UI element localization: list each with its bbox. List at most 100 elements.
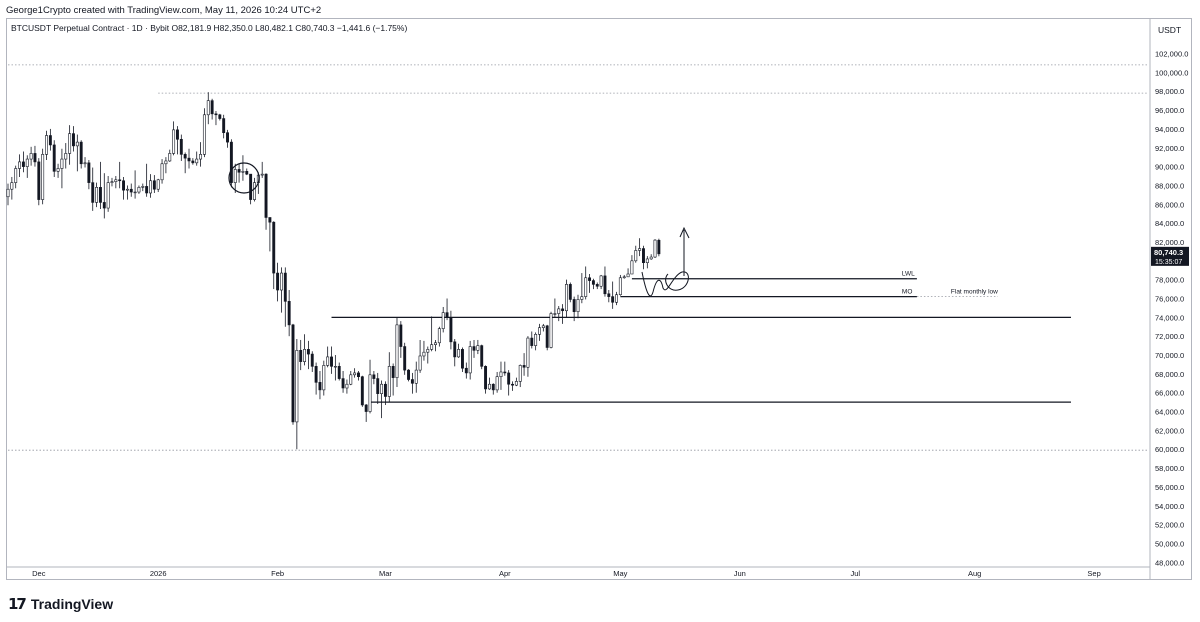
price-tick-label: 100,000.0 (1155, 68, 1188, 77)
candle-up (333, 366, 337, 368)
price-tick-label: 90,000.0 (1155, 163, 1184, 172)
candle-down (272, 221, 276, 274)
candle-down (376, 378, 380, 394)
candle-down (357, 372, 360, 377)
candle-up (110, 181, 114, 183)
candle-up (68, 133, 72, 154)
candle-down (310, 353, 314, 367)
candle-up (414, 369, 418, 384)
candle-up (538, 327, 541, 335)
candle-down (283, 272, 287, 302)
candle-down (572, 299, 576, 312)
candle-down (129, 188, 133, 193)
price-tick-label: 102,000.0 (1155, 50, 1188, 59)
hand-drawings (228, 162, 690, 297)
candle-up (599, 275, 603, 287)
candle-up (10, 182, 14, 190)
candle-up (368, 374, 372, 412)
candle-down (91, 182, 95, 203)
candle-down (210, 100, 214, 115)
candle-up (353, 372, 357, 376)
price-tick-label: 54,000.0 (1155, 502, 1184, 511)
time-tick-label: Jun (734, 569, 746, 578)
price-tick-label: 58,000.0 (1155, 464, 1184, 473)
candle-down (503, 371, 507, 374)
candle-up (114, 179, 118, 182)
candle-up (630, 260, 634, 275)
candle-down (480, 345, 484, 367)
candle-down (37, 161, 41, 200)
candle-up (634, 250, 638, 262)
price-tick-label: 62,000.0 (1155, 426, 1184, 435)
candle-down (642, 248, 645, 263)
candle-down (218, 114, 222, 119)
candle-up (434, 342, 437, 345)
candle-down (372, 374, 376, 379)
time-axis: Dec 2026 Feb Mar Apr May Jun Jul Aug Sep (6, 566, 1150, 578)
candle-up (149, 180, 152, 194)
price-tick-label: 66,000.0 (1155, 389, 1184, 398)
candle-up (326, 356, 330, 366)
candle-up (141, 186, 145, 188)
candle-down (152, 180, 156, 190)
candle-up (260, 173, 264, 176)
candle-up (233, 169, 237, 183)
candle-down (291, 324, 295, 423)
time-tick-label: Mar (379, 569, 392, 578)
level-label: MO (902, 289, 912, 296)
candle-up (418, 355, 422, 371)
candle-down (187, 157, 191, 162)
candle-down (545, 325, 549, 348)
candle-up (206, 100, 210, 116)
candle-up (426, 349, 430, 353)
time-tick-label: Jul (851, 569, 861, 578)
candle-down (249, 173, 253, 200)
price-tick-label: 98,000.0 (1155, 87, 1184, 96)
candle-up (160, 163, 164, 181)
candles (6, 92, 661, 450)
candle-up (576, 299, 580, 312)
candle-up (495, 376, 499, 391)
candle-down (264, 173, 268, 218)
bar-countdown: 15:35:07 (1155, 259, 1182, 266)
candle-up (649, 256, 653, 260)
candle-up (487, 383, 491, 390)
time-tick-label: Sep (1087, 569, 1100, 578)
candle-down (472, 346, 476, 351)
candle-up (253, 182, 256, 200)
candle-down (306, 349, 310, 355)
candle-down (183, 154, 187, 159)
candle-up (106, 182, 110, 209)
candle-down (318, 382, 322, 391)
time-tick-label: May (613, 569, 627, 578)
candle-up (195, 158, 199, 164)
footer: 17 TradingView (8, 595, 113, 613)
level-label: Flat monthly low (951, 289, 998, 296)
tradingview-logo-icon: 17 (8, 595, 27, 613)
level-lines: LWL MO Flat monthly low (8, 64, 1148, 451)
candle-down (568, 284, 572, 300)
candle-down (145, 186, 149, 194)
brand-name: TradingView (30, 596, 114, 612)
candle-up (653, 239, 657, 258)
price-tick-label: 64,000.0 (1155, 408, 1184, 417)
candle-down (530, 337, 534, 346)
candle-down (245, 171, 249, 175)
candle-down (561, 308, 565, 312)
price-tick-label: 60,000.0 (1155, 445, 1184, 454)
candle-up (534, 333, 538, 346)
candle-up (199, 154, 203, 160)
candle-up (457, 349, 461, 358)
candle-up (164, 160, 168, 165)
candle-down (588, 277, 592, 281)
symbol-name[interactable]: BTCUSDT Perpetual Contract · 1D · Bybit (11, 23, 170, 33)
candle-down (603, 275, 607, 295)
price-axis: 48,000.0 50,000.0 52,000.0 54,000.0 56,000.0… (1149, 18, 1188, 580)
candle-up (557, 308, 561, 314)
last-price-badge: 80,740.3 15:35:07 (1151, 246, 1189, 266)
candle-down (364, 404, 368, 412)
currency-label: USDT (1158, 25, 1181, 35)
price-tick-label: 50,000.0 (1155, 539, 1184, 548)
candle-up (564, 284, 568, 312)
